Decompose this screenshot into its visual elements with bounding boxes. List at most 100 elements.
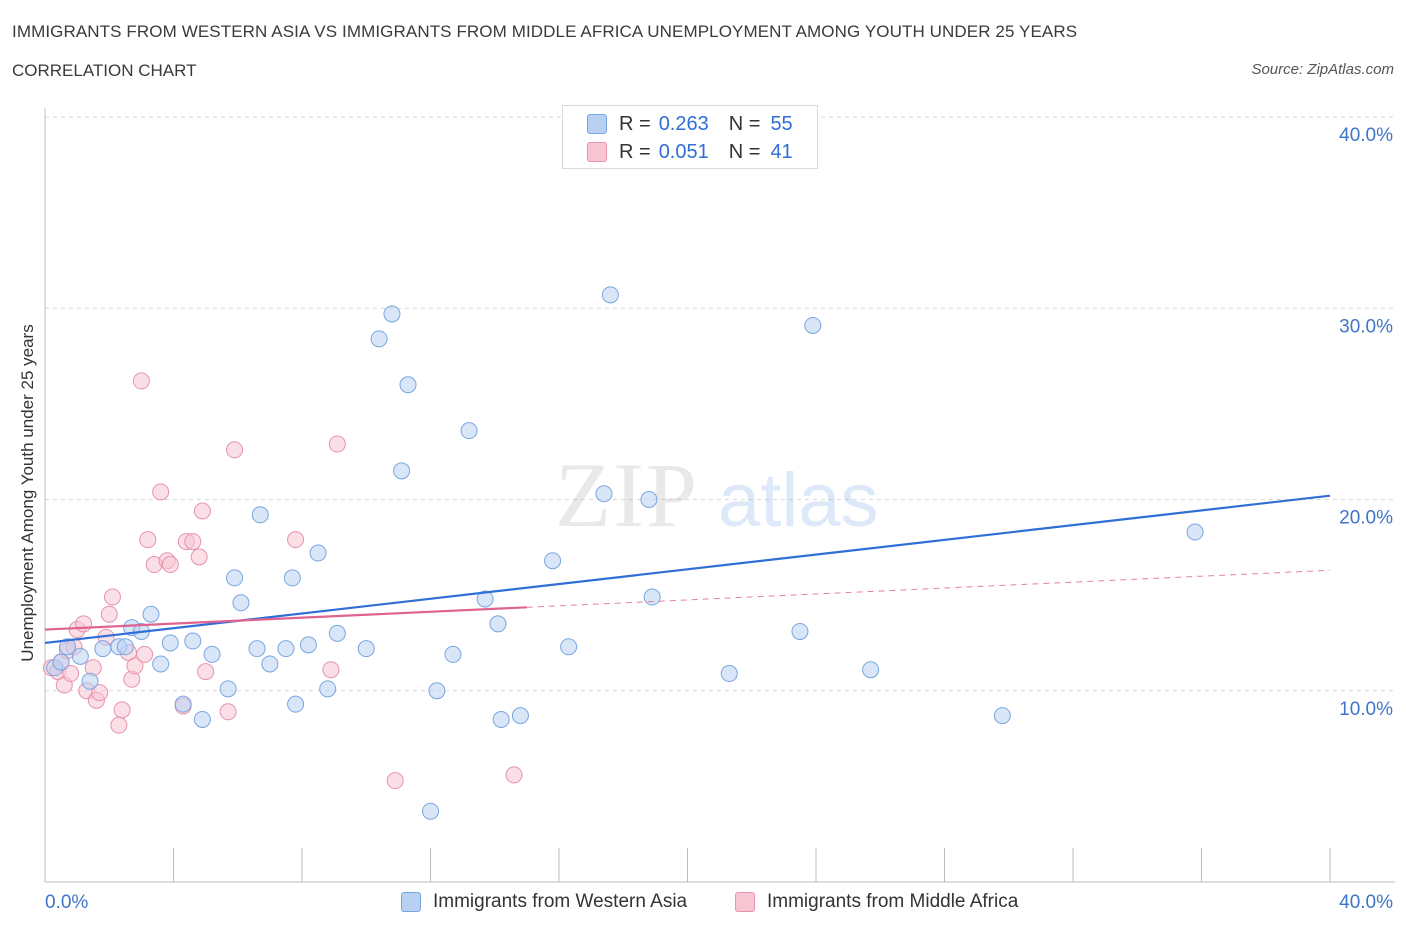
data-point-western-asia	[81, 672, 99, 690]
data-point-western-asia	[595, 485, 613, 503]
data-point-western-asia	[422, 802, 439, 820]
data-point-middle-africa	[103, 588, 121, 606]
data-point-middle-africa	[386, 772, 404, 790]
series-western-asia-points	[46, 286, 1204, 820]
legend-item-middle-africa: Immigrants from Middle Africa	[735, 888, 1018, 916]
data-point-western-asia	[643, 588, 661, 606]
data-point-middle-africa	[139, 531, 157, 549]
n-label: N =	[728, 140, 761, 163]
data-point-western-asia	[71, 647, 89, 665]
legend-row-western-asia: R = 0.263 N = 55	[587, 111, 793, 137]
data-point-western-asia	[94, 640, 112, 658]
data-point-western-asia	[232, 594, 250, 612]
data-point-middle-africa	[113, 701, 131, 719]
data-point-western-asia	[601, 286, 619, 304]
data-point-middle-africa	[110, 716, 128, 734]
data-point-middle-africa	[190, 548, 208, 566]
data-point-middle-africa	[219, 703, 237, 721]
data-point-western-asia	[383, 305, 401, 323]
data-point-middle-africa	[152, 483, 170, 501]
data-point-western-asia	[219, 680, 237, 698]
data-point-middle-africa	[322, 661, 340, 679]
legend-label: Immigrants from Western Asia	[433, 891, 688, 912]
data-point-western-asia	[476, 590, 494, 608]
data-point-western-asia	[428, 682, 446, 700]
data-point-western-asia	[283, 569, 301, 587]
data-point-western-asia	[370, 330, 388, 348]
y-tick-label: 20.0%	[1339, 508, 1393, 529]
data-point-western-asia	[277, 640, 295, 658]
watermark: ZIP atlas	[555, 444, 879, 546]
trend-line-middle-africa-dashed	[526, 569, 1331, 608]
data-point-western-asia	[993, 707, 1011, 725]
r-label: R =	[619, 140, 651, 163]
watermark-zip: ZIP	[555, 444, 699, 546]
y-tick-label: 40.0%	[1339, 125, 1393, 146]
data-point-western-asia	[184, 632, 202, 650]
data-point-western-asia	[399, 376, 417, 394]
r-value: 0.263	[658, 112, 709, 135]
chart-title: IMMIGRANTS FROM WESTERN ASIA VS IMMIGRAN…	[12, 22, 1078, 41]
data-point-western-asia	[328, 624, 346, 642]
data-point-western-asia	[248, 640, 266, 658]
data-point-middle-africa	[197, 663, 215, 681]
data-point-middle-africa	[287, 531, 305, 549]
data-point-middle-africa	[100, 605, 118, 623]
x-tick-label-min: 0.0%	[45, 892, 88, 913]
data-point-western-asia	[58, 638, 76, 656]
data-point-western-asia	[489, 615, 507, 633]
legend-item-western-asia: Immigrants from Western Asia	[401, 888, 687, 916]
data-point-western-asia	[791, 622, 809, 640]
x-tick-label-max: 40.0%	[1339, 892, 1393, 913]
data-point-middle-africa	[193, 502, 211, 520]
data-point-western-asia	[862, 661, 880, 679]
tick-labels: 10.0% 20.0% 30.0% 40.0% 0.0% 40.0%	[45, 125, 1393, 913]
series-legend: Immigrants from Western Asia Immigrants …	[0, 888, 1406, 916]
data-point-western-asia	[720, 665, 738, 683]
data-point-middle-africa	[328, 435, 346, 453]
data-point-western-asia	[393, 462, 411, 480]
trend-lines	[44, 494, 1331, 645]
trend-line-middle-africa-solid	[44, 606, 527, 631]
data-point-middle-africa	[136, 645, 154, 663]
data-point-middle-africa	[126, 657, 144, 675]
legend-row-middle-africa: R = 0.051 N = 41	[587, 139, 793, 165]
data-point-western-asia	[261, 655, 279, 673]
data-point-western-asia	[299, 636, 317, 654]
n-value: 55	[770, 112, 793, 135]
data-point-western-asia	[1186, 523, 1204, 541]
y-tick-label: 10.0%	[1339, 699, 1393, 720]
data-point-western-asia	[287, 695, 305, 713]
r-value: 0.051	[658, 140, 709, 163]
r-label: R =	[619, 112, 651, 135]
data-point-western-asia	[560, 638, 578, 656]
data-point-middle-africa	[226, 441, 244, 459]
data-point-middle-africa	[161, 556, 179, 574]
data-point-middle-africa	[62, 665, 80, 683]
legend-swatch-pink	[735, 892, 755, 912]
data-point-middle-africa	[132, 372, 150, 390]
data-point-western-asia	[152, 655, 170, 673]
chart-subtitle: CORRELATION CHART	[12, 61, 197, 80]
data-point-middle-africa	[184, 533, 202, 551]
y-tick-label: 30.0%	[1339, 316, 1393, 337]
correlation-legend: R = 0.263 N = 55 R = 0.051 N = 41	[562, 105, 818, 169]
legend-swatch-blue	[587, 114, 607, 134]
data-point-western-asia	[142, 605, 160, 623]
data-point-western-asia	[640, 491, 658, 508]
watermark-atlas: atlas	[718, 458, 879, 543]
data-point-middle-africa	[75, 615, 93, 633]
data-point-western-asia	[444, 645, 462, 663]
legend-swatch-blue	[401, 892, 421, 912]
data-point-western-asia	[116, 638, 134, 656]
n-value: 41	[770, 140, 793, 163]
data-point-western-asia	[319, 680, 337, 698]
legend-label: Immigrants from Middle Africa	[767, 891, 1019, 912]
data-point-western-asia	[492, 710, 510, 728]
data-point-middle-africa	[91, 684, 109, 702]
data-point-western-asia	[511, 707, 529, 725]
legend-swatch-pink	[587, 142, 607, 162]
data-point-western-asia	[226, 569, 244, 587]
y-axis-label: Unemployment Among Youth under 25 years	[18, 324, 37, 661]
